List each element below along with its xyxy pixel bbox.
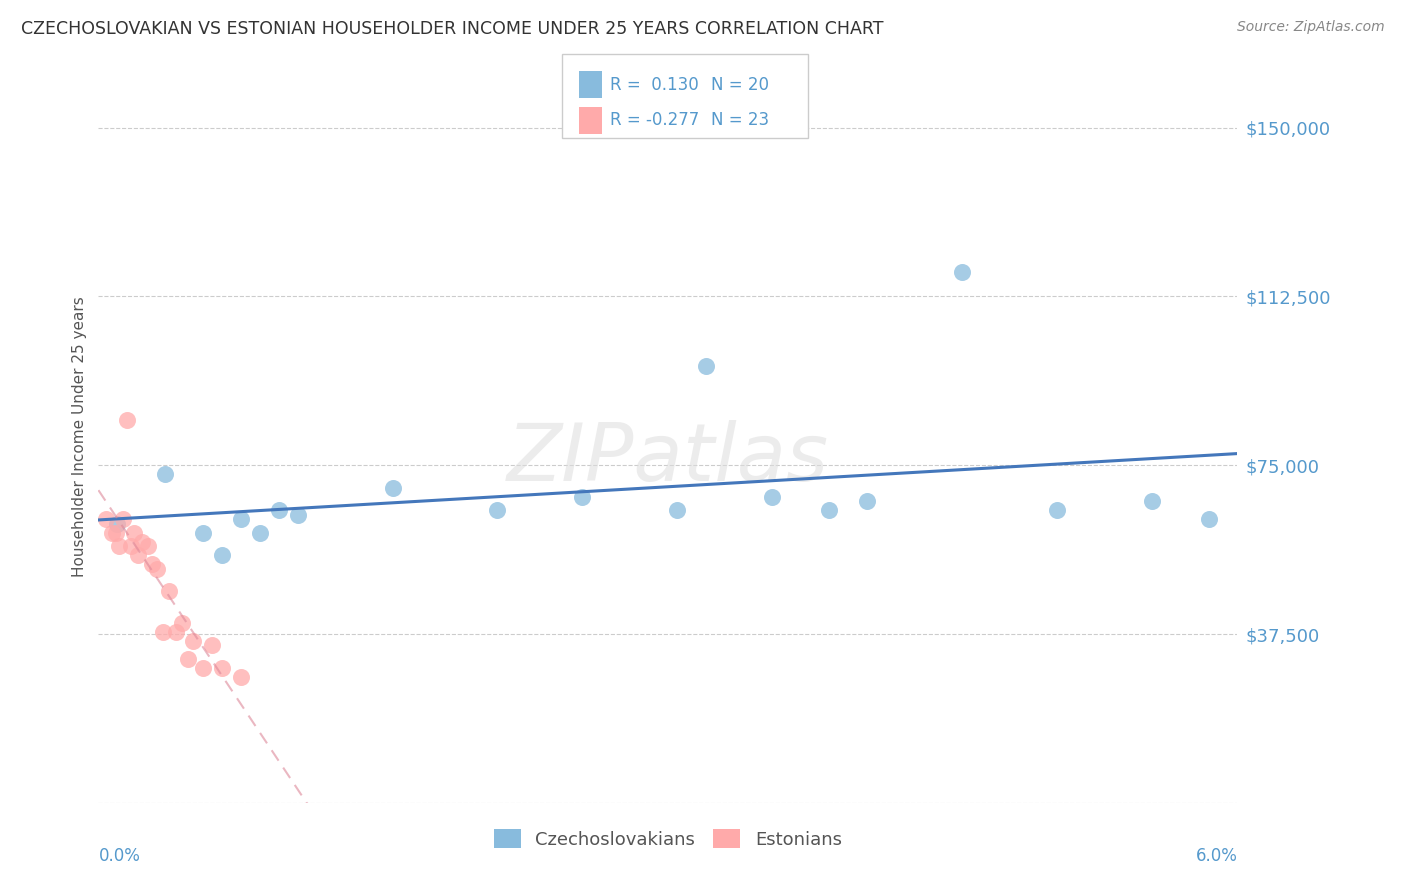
Point bbox=[571, 490, 593, 504]
Text: N = 23: N = 23 bbox=[711, 112, 769, 129]
Point bbox=[381, 481, 404, 495]
Point bbox=[1046, 503, 1069, 517]
Point bbox=[666, 503, 689, 517]
Point bbox=[146, 562, 169, 576]
Point bbox=[170, 615, 193, 630]
Point bbox=[152, 624, 174, 639]
Text: 6.0%: 6.0% bbox=[1195, 847, 1237, 864]
Point bbox=[761, 490, 783, 504]
Point bbox=[211, 661, 233, 675]
Point bbox=[211, 548, 233, 562]
Legend: Czechoslovakians, Estonians: Czechoslovakians, Estonians bbox=[486, 822, 849, 856]
Point bbox=[267, 503, 290, 517]
Text: Source: ZipAtlas.com: Source: ZipAtlas.com bbox=[1237, 20, 1385, 34]
Point bbox=[120, 539, 142, 553]
Point bbox=[104, 525, 127, 540]
Text: R =  0.130: R = 0.130 bbox=[610, 76, 699, 94]
Point bbox=[201, 638, 224, 652]
Point bbox=[153, 467, 176, 482]
Point bbox=[115, 413, 138, 427]
Point bbox=[183, 633, 205, 648]
Point bbox=[141, 558, 163, 572]
Text: CZECHOSLOVAKIAN VS ESTONIAN HOUSEHOLDER INCOME UNDER 25 YEARS CORRELATION CHART: CZECHOSLOVAKIAN VS ESTONIAN HOUSEHOLDER … bbox=[21, 20, 883, 37]
Text: N = 20: N = 20 bbox=[711, 76, 769, 94]
Point bbox=[1140, 494, 1163, 508]
Point bbox=[191, 525, 214, 540]
Y-axis label: Householder Income Under 25 years: Householder Income Under 25 years bbox=[72, 297, 87, 577]
Point bbox=[229, 670, 252, 684]
Point bbox=[127, 548, 149, 562]
Point bbox=[124, 525, 146, 540]
Point bbox=[94, 512, 117, 526]
Point bbox=[818, 503, 841, 517]
Point bbox=[136, 539, 159, 553]
Point bbox=[191, 661, 214, 675]
Point bbox=[486, 503, 509, 517]
Text: R = -0.277: R = -0.277 bbox=[610, 112, 699, 129]
Text: 0.0%: 0.0% bbox=[98, 847, 141, 864]
Point bbox=[131, 534, 153, 549]
Point bbox=[856, 494, 879, 508]
Point bbox=[695, 359, 717, 374]
Point bbox=[249, 525, 271, 540]
Point bbox=[108, 539, 131, 553]
Point bbox=[107, 516, 129, 531]
Point bbox=[112, 512, 135, 526]
Text: ZIPatlas: ZIPatlas bbox=[506, 420, 830, 498]
Point bbox=[100, 525, 122, 540]
Point bbox=[229, 512, 252, 526]
Point bbox=[157, 584, 180, 599]
Point bbox=[950, 265, 973, 279]
Point bbox=[165, 624, 187, 639]
Point bbox=[176, 652, 198, 666]
Point bbox=[1198, 512, 1220, 526]
Point bbox=[287, 508, 309, 522]
